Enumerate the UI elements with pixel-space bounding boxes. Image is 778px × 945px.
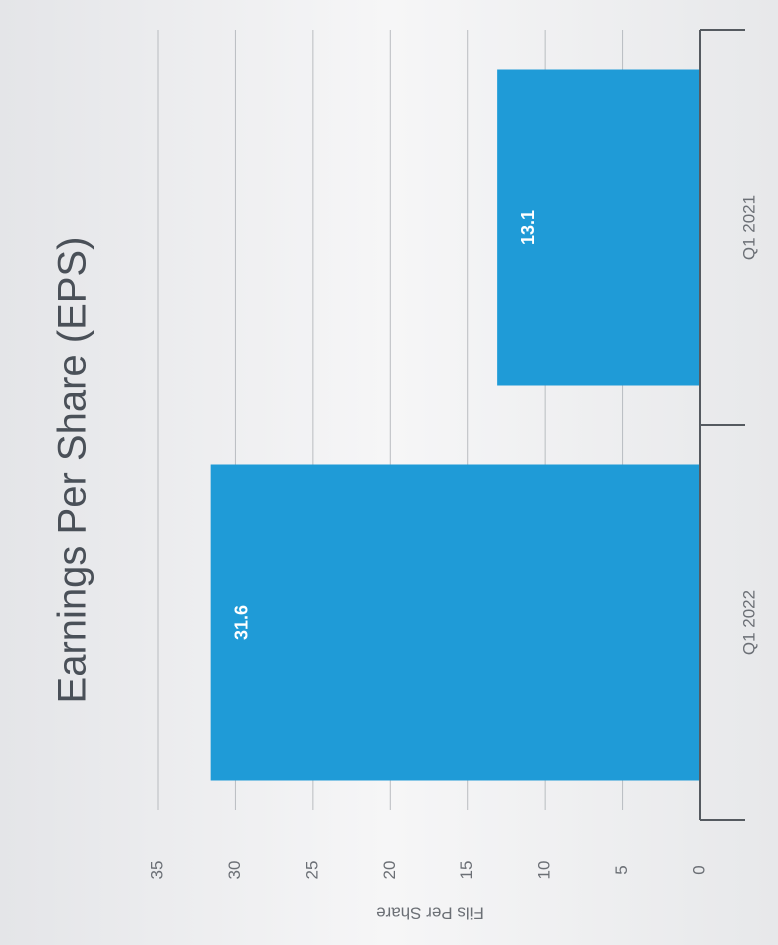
y-axis-label: Fils Per Share — [376, 904, 484, 923]
bar — [497, 69, 700, 386]
y-tick-label: 15 — [457, 861, 476, 880]
y-tick-label: 5 — [612, 865, 631, 874]
data-label: 13.1 — [518, 210, 538, 245]
y-tick-label: 10 — [535, 861, 554, 880]
y-tick-label: 20 — [380, 861, 399, 880]
chart-title: Earnings Per Share (EPS) — [51, 237, 95, 704]
rotated-plot: Earnings Per Share (EPS) Fils Per Share … — [51, 29, 758, 923]
data-label: 31.6 — [231, 605, 251, 640]
y-tick-label: 0 — [689, 865, 708, 874]
y-tick-label: 25 — [302, 861, 321, 880]
x-tick-label: Q1 2022 — [739, 590, 758, 655]
y-tick-label: 35 — [147, 861, 166, 880]
bar — [210, 464, 700, 781]
x-tick-label: Q1 2021 — [739, 195, 758, 260]
y-tick-label: 30 — [225, 861, 244, 880]
